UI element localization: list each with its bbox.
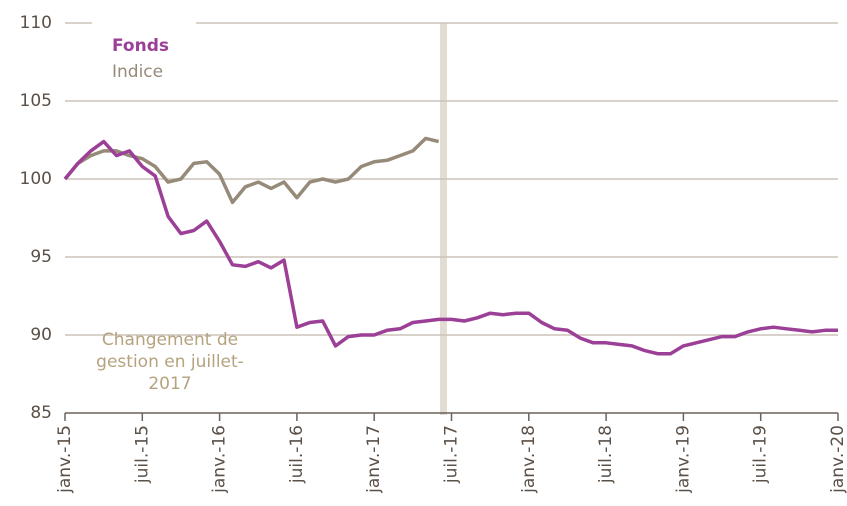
y-tick-label: 90 <box>30 325 52 345</box>
legend-label: Indice <box>112 62 163 82</box>
x-tick-label: janv.-17 <box>364 425 384 494</box>
x-tick-label: janv.-19 <box>673 425 693 494</box>
annotation: Changement de gestion en juillet-2017 <box>96 330 244 394</box>
x-tick-label: juil.-17 <box>442 425 462 484</box>
y-tick-label: 85 <box>30 403 52 423</box>
x-tick-label: janv.-16 <box>210 425 230 494</box>
y-tick-label: 100 <box>20 169 52 189</box>
y-tick-label: 110 <box>20 13 52 33</box>
series-line <box>63 136 440 205</box>
y-tick-label: 105 <box>20 91 52 111</box>
x-tick-label: juil.-18 <box>596 425 616 484</box>
legend-label: Fonds <box>112 36 169 56</box>
legend-bg <box>92 14 196 34</box>
x-tick-label: janv.-18 <box>519 425 539 494</box>
y-tick-label: 95 <box>30 247 52 267</box>
x-tick-label: janv.-20 <box>828 425 847 494</box>
x-tick-label: janv.-15 <box>55 425 75 494</box>
x-tick-label: juil.-19 <box>751 425 771 484</box>
change-marker <box>440 23 447 415</box>
series-line <box>63 139 838 356</box>
x-tick-label: juil.-16 <box>287 425 307 484</box>
x-tick-label: juil.-15 <box>132 425 152 484</box>
